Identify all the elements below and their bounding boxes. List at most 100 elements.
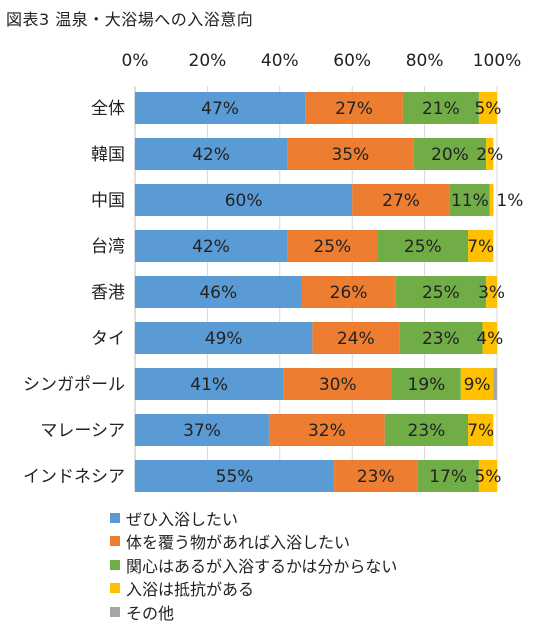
x-tick-label: 80% [406, 51, 444, 71]
data-label: 11% [451, 191, 489, 211]
bar-segment [268, 414, 385, 446]
bar-segment [489, 184, 494, 216]
bar-segment [135, 460, 335, 492]
category-label: タイ [91, 329, 125, 349]
data-label: 7% [467, 421, 494, 441]
bar-segment [135, 138, 288, 170]
bar-segment [460, 368, 494, 400]
data-label: 42% [192, 145, 230, 165]
bar-segment [334, 460, 418, 492]
category-label: マレーシア [40, 421, 125, 441]
data-label: 4% [476, 329, 503, 349]
data-label: 37% [183, 421, 221, 441]
bar-segment [283, 368, 393, 400]
x-tick-label: 40% [261, 51, 299, 71]
data-label: 23% [408, 421, 446, 441]
legend-swatch [110, 559, 120, 570]
legend-label: 関心はあるが入浴するかは分からない [126, 556, 398, 576]
bar-segment [395, 276, 487, 308]
legend-swatch [110, 512, 120, 523]
data-label: 42% [192, 237, 230, 257]
bars [135, 92, 497, 492]
data-label: 20% [431, 145, 469, 165]
bar-segment [352, 184, 450, 216]
data-label: 55% [216, 467, 254, 487]
chart-title: 図表3 温泉・大浴場への入浴意向 [6, 10, 254, 29]
data-label: 25% [422, 283, 460, 303]
legend-item: 体を覆う物があれば入浴したい [110, 530, 397, 554]
bar-segment [392, 368, 461, 400]
category-label: 台湾 [91, 237, 125, 257]
data-label: 30% [319, 375, 357, 395]
bar-segment [287, 230, 378, 262]
bar-segment [493, 368, 497, 400]
data-label: 24% [337, 329, 375, 349]
data-label: 41% [190, 375, 228, 395]
bar-segment [468, 414, 494, 446]
data-label: 7% [467, 237, 494, 257]
data-label: 32% [308, 421, 346, 441]
legend-label: 入浴は抵抗がある [126, 580, 255, 600]
legend-label: 体を覆う物があれば入浴したい [126, 533, 351, 553]
bar-segment [135, 414, 269, 446]
data-label: 47% [201, 99, 239, 119]
bar-segment [486, 138, 494, 170]
category-label: 中国 [91, 191, 125, 211]
x-tick-label: 20% [189, 51, 227, 71]
data-label: 19% [408, 375, 446, 395]
x-tick-label: 100% [473, 51, 522, 71]
x-tick-label: 0% [122, 51, 149, 71]
data-label: 9% [464, 375, 491, 395]
data-label: 25% [313, 237, 351, 257]
bar-segment [135, 184, 353, 216]
bar-segment [449, 184, 490, 216]
bar-segment [305, 92, 403, 124]
data-label: 2% [476, 145, 503, 165]
legend: ぜひ入浴したい体を覆う物があれば入浴したい関心はあるが入浴するかは分からない 入浴… [110, 506, 397, 624]
data-label: 23% [357, 467, 395, 487]
data-label: 3% [478, 283, 505, 303]
bar-segment [135, 230, 288, 262]
bar-segment [399, 322, 483, 354]
data-labels: 47% 27% 21% 5% 42% 35% 20% 2% 60% 27% 11% 1% 42% 25% 2… [183, 99, 523, 487]
category-label: インドネシア [23, 467, 125, 487]
legend-label: その他 [126, 603, 175, 623]
x-tick-label: 60% [333, 51, 371, 71]
bar-segment [468, 230, 494, 262]
bar-segment [384, 414, 469, 446]
legend-swatch [110, 536, 120, 547]
bar-segment [377, 230, 469, 262]
data-label: 25% [404, 237, 442, 257]
data-label: 46% [199, 283, 237, 303]
data-label: 1% [496, 191, 523, 211]
bar-segment [312, 322, 400, 354]
data-label: 26% [330, 283, 368, 303]
data-label: 17% [429, 467, 467, 487]
bar-segment [413, 138, 487, 170]
legend-label: ぜひ入浴したい [126, 509, 239, 529]
data-label: 5% [474, 467, 501, 487]
legend-swatch [110, 583, 120, 594]
legend-item: その他 [110, 600, 397, 624]
data-label: 5% [474, 99, 501, 119]
x-axis-ticks: 0% 20% 40% 60% 80% 100% [122, 51, 522, 71]
data-label: 49% [205, 329, 243, 349]
category-label: 韓国 [91, 145, 125, 165]
category-label: 全体 [91, 99, 125, 119]
bar-segment [287, 138, 414, 170]
bar-segment [402, 92, 479, 124]
data-label: 27% [335, 99, 373, 119]
data-label: 35% [331, 145, 369, 165]
data-label: 60% [225, 191, 263, 211]
bar-segment [482, 322, 497, 354]
data-label: 27% [382, 191, 420, 211]
stacked-bar-chart: 0% 20% 40% 60% 80% 100% 全体韓国中国台湾香港タイシンガポールマレー… [23, 51, 523, 492]
bar-segment [486, 276, 497, 308]
legend-item: ぜひ入浴したい [110, 506, 397, 530]
bar-segment [478, 460, 497, 492]
category-label: 香港 [91, 283, 125, 303]
bar-segment [135, 92, 306, 124]
bar-segment [135, 368, 284, 400]
data-label: 23% [422, 329, 460, 349]
